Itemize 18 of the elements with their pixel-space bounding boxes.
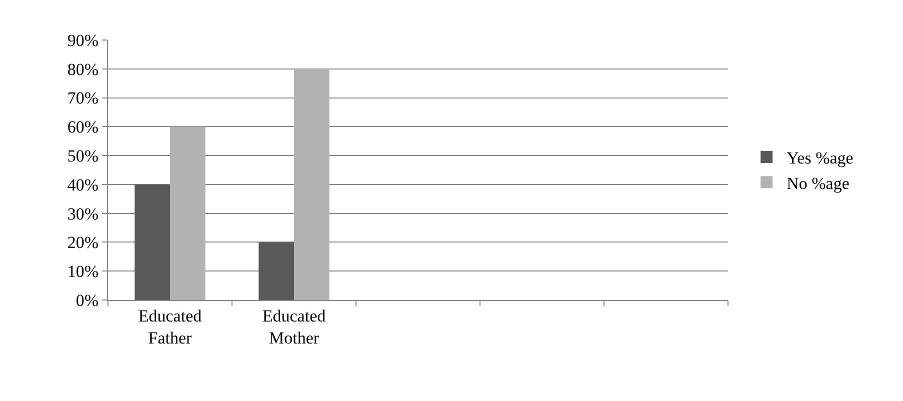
- bar: [258, 242, 294, 300]
- y-tick-label: 40%: [67, 175, 99, 194]
- bar: [134, 184, 170, 300]
- bar: [170, 126, 206, 300]
- y-tick-label: 0%: [76, 290, 99, 310]
- y-tick-label: 60%: [67, 118, 99, 137]
- y-tick-label: 70%: [67, 88, 99, 108]
- bar: [294, 68, 330, 300]
- legend-label: No %age: [786, 174, 850, 193]
- x-tick-label: Educated Father: [138, 306, 202, 348]
- y-tick-label: 20%: [67, 233, 99, 252]
- x-tick-label: Educated Mother: [262, 306, 326, 348]
- y-tick-label: 50%: [67, 146, 99, 166]
- legend-label: Yes %age: [786, 148, 854, 168]
- y-tick-label: 80%: [67, 60, 99, 79]
- y-tick-label: 10%: [67, 262, 99, 282]
- y-tick-label: 90%: [67, 30, 99, 50]
- y-tick-label: 30%: [67, 204, 99, 224]
